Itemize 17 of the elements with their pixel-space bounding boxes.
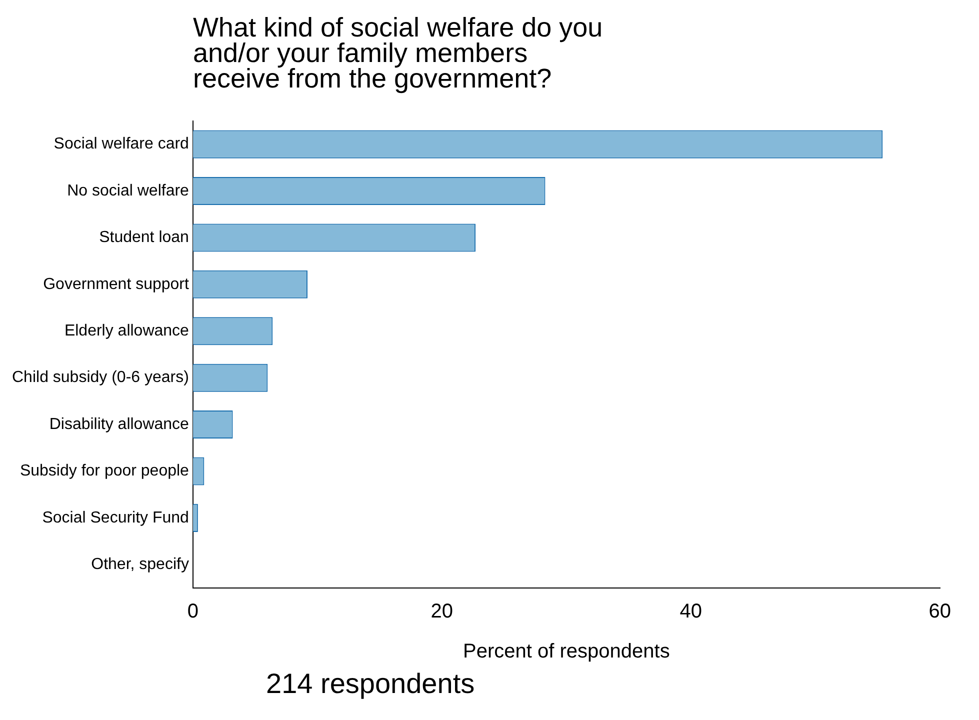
y-tick-label: No social welfare <box>67 182 190 200</box>
y-tick-label: Subsidy for poor people <box>20 462 190 480</box>
x-tick-label: 60 <box>928 600 951 623</box>
x-tick-label: 40 <box>680 600 702 623</box>
y-tick-label: Social Security Fund <box>42 509 189 526</box>
chart-title: What kind of social welfare do you and/or your family members receive from the government? <box>192 12 603 94</box>
text: 214 respondents <box>266 668 476 700</box>
y-tick-label: Social welfare card <box>54 136 189 153</box>
x-tick-label: 0 <box>187 600 199 623</box>
y-tick-label: Other, specify <box>91 556 189 574</box>
x-axis-title: Percent of respondents <box>463 640 670 663</box>
y-tick-label: Elderly allowance <box>64 322 190 340</box>
y-tick-label: Student loan <box>99 229 189 246</box>
y-tick-label: Child subsidy (0-6 years) <box>12 369 189 386</box>
x-tick-label: 20 <box>430 600 454 623</box>
y-tick-label: Disability allowance <box>49 416 190 433</box>
y-tick-label: Government support <box>43 276 190 293</box>
